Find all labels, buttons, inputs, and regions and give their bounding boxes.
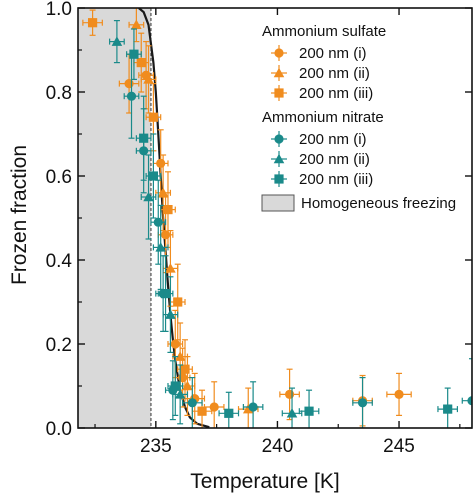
- data-point: [209, 402, 219, 412]
- data-point: [111, 36, 123, 46]
- y-tick-label: 1.0: [46, 0, 72, 20]
- data-point: [197, 406, 207, 416]
- data-point: [139, 133, 149, 143]
- x-axis-title: Temperature [K]: [190, 470, 339, 493]
- data-point: [224, 408, 234, 418]
- data-point: [286, 408, 298, 418]
- data-point: [180, 364, 190, 374]
- legend-marker: [274, 48, 284, 58]
- data-point: [187, 398, 197, 408]
- data-point: [170, 339, 180, 349]
- x-tick-label: 235: [140, 436, 172, 457]
- data-point: [153, 217, 163, 227]
- data-point: [148, 112, 158, 122]
- y-tick-label: 0.2: [46, 335, 72, 356]
- data-point: [467, 396, 472, 406]
- data-point: [304, 406, 314, 416]
- y-tick-label: 0.0: [46, 419, 72, 440]
- legend-marker: [274, 174, 284, 184]
- series-4: [109, 20, 303, 428]
- data-point: [124, 79, 134, 89]
- data-point: [160, 230, 171, 240]
- data-point: [160, 289, 171, 299]
- legend-group-title: Ammonium sulfate: [262, 23, 386, 40]
- data-point: [173, 297, 183, 307]
- data-markers: [82, 8, 472, 428]
- legend-shade-label: Homogeneous freezing: [301, 195, 456, 212]
- x-tick-label: 240: [262, 436, 294, 457]
- data-point: [443, 404, 453, 414]
- legend-shade-swatch: [261, 194, 295, 212]
- x-tick-label: 245: [383, 436, 415, 457]
- data-point: [136, 58, 146, 68]
- axis-ticks: 235 240 245 0.0 0.2 0.4 0.6 0.8 1.0: [46, 0, 472, 457]
- error-bar: [461, 358, 472, 428]
- data-point: [131, 19, 142, 30]
- y-axis-title: Frozen fraction: [8, 145, 31, 285]
- data-point: [143, 191, 154, 202]
- data-point: [165, 309, 176, 319]
- series-5: [126, 28, 459, 428]
- legend-marker: [274, 134, 284, 144]
- y-tick-label: 0.6: [46, 167, 72, 188]
- legend-entry-label: 200 nm (i): [299, 131, 367, 148]
- data-point: [143, 74, 154, 84]
- series-2: [82, 9, 213, 428]
- legend-entry-label: 200 nm (ii): [299, 65, 370, 82]
- data-point: [174, 351, 186, 361]
- legend: Ammonium sulfate 200 nm (i) 200 nm (ii) 200…: [261, 23, 456, 212]
- data-point: [177, 373, 188, 383]
- legend-group-title: Ammonium nitrate: [262, 109, 384, 126]
- data-point: [284, 389, 295, 399]
- y-tick-label: 0.8: [46, 83, 72, 104]
- data-point: [126, 91, 137, 101]
- data-point: [170, 381, 180, 391]
- legend-entry-label: 200 nm (iii): [299, 85, 373, 102]
- homogeneous-freezing-region: [78, 8, 152, 428]
- data-point: [174, 389, 186, 399]
- legend-entry-label: 200 nm (i): [299, 45, 367, 62]
- data-point: [155, 242, 166, 252]
- legend-marker: [273, 153, 285, 164]
- data-point: [394, 389, 404, 399]
- data-point: [156, 158, 166, 168]
- legend-entry-label: 200 nm (iii): [299, 171, 373, 188]
- data-point: [87, 18, 98, 28]
- data-point: [357, 398, 368, 408]
- shaded-region-fill: [78, 8, 151, 428]
- legend-marker: [274, 88, 284, 98]
- legend-marker: [273, 67, 285, 78]
- data-point: [165, 263, 176, 273]
- data-point: [129, 49, 139, 59]
- legend-entry-label: 200 nm (ii): [299, 151, 370, 168]
- y-tick-label: 0.4: [46, 251, 73, 272]
- data-point: [163, 205, 173, 215]
- data-point: [248, 402, 258, 412]
- data-point: [157, 187, 169, 198]
- data-point: [148, 171, 158, 181]
